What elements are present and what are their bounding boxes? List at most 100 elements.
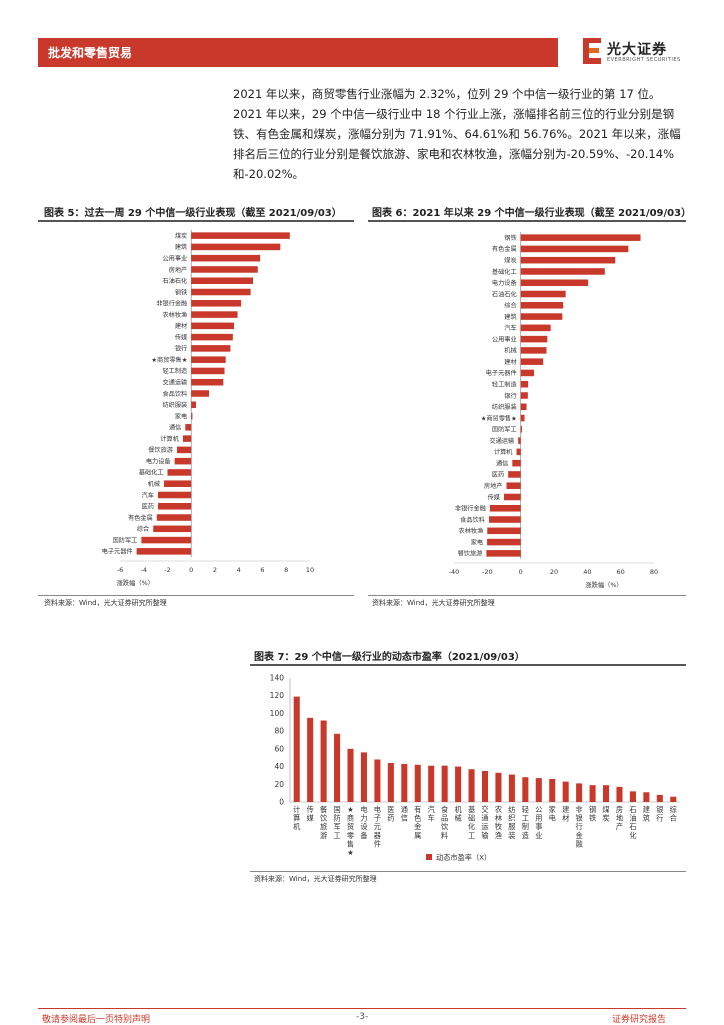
x-tick-label: 20 — [550, 568, 558, 576]
bar — [191, 232, 290, 239]
bar — [520, 380, 529, 388]
x-tick-label: 6 — [260, 566, 264, 574]
category-label: 电力设备 — [360, 805, 367, 840]
bar — [520, 290, 566, 298]
bar — [401, 763, 408, 802]
fig7-bottom-rule — [250, 871, 686, 872]
bar — [670, 796, 677, 802]
category-label: 有色金属 — [414, 805, 421, 840]
bar — [520, 369, 534, 377]
category-label: 国防军工 — [492, 426, 517, 434]
bar — [141, 536, 192, 544]
x-tick-label: -6 — [117, 566, 123, 574]
category-label: 建材 — [175, 322, 187, 330]
bar — [520, 313, 563, 320]
category-label: 传媒 — [175, 333, 188, 341]
category-label: 石油石化 — [492, 290, 517, 298]
bar — [158, 502, 192, 510]
x-tick-label: -2 — [164, 566, 170, 574]
category-label: 非银行金融 — [576, 805, 583, 848]
category-label: 计算机 — [293, 805, 301, 831]
bar — [520, 245, 629, 253]
bar — [185, 424, 192, 431]
category-label: 农林牧渔 — [459, 527, 484, 535]
x-tick-label: 60 — [617, 568, 625, 576]
bar — [191, 300, 242, 307]
category-label: 石油石化 — [629, 805, 636, 840]
category-label: 餐饮旅游 — [148, 446, 173, 454]
brand-name-cn: 光大证券 — [607, 42, 667, 58]
category-label: 公用事业 — [492, 335, 517, 343]
bar — [512, 459, 521, 467]
x-tick-label: 8 — [284, 566, 288, 574]
category-label: 交通运输 — [489, 437, 515, 445]
category-label: 通信 — [496, 459, 508, 467]
y-tick-label: 120 — [270, 691, 285, 700]
x-tick-label: 4 — [237, 566, 241, 574]
y-tick-label: 20 — [274, 780, 284, 789]
category-label: 银行 — [175, 345, 187, 353]
category-label: 农林牧渔 — [495, 805, 502, 840]
y-tick-label: 140 — [270, 674, 285, 683]
bar — [589, 785, 596, 802]
x-tick-label: 0 — [189, 566, 193, 574]
bar — [481, 771, 489, 802]
category-label: 医药 — [492, 471, 504, 479]
bar — [520, 335, 548, 343]
bar — [191, 390, 210, 397]
bar — [307, 717, 314, 802]
x-tick-label: -4 — [141, 566, 147, 574]
brand-logo: 光大证券 EVERBRIGHT SECURITIES — [583, 38, 693, 68]
category-label: 电子元器件 — [486, 369, 517, 377]
bar — [508, 471, 521, 478]
bar — [334, 733, 341, 802]
bar — [191, 311, 238, 318]
bar — [191, 254, 261, 262]
bar — [535, 778, 542, 802]
bar — [374, 759, 381, 802]
bar — [191, 322, 234, 330]
bar — [520, 392, 528, 399]
bar — [167, 469, 192, 476]
bar — [516, 448, 521, 456]
bar — [191, 333, 233, 341]
bar — [191, 378, 224, 386]
category-label: 煤炭 — [504, 256, 516, 264]
fig7-title: 图表 7：29 个中信一级行业的动态市盈率（2021/09/03） — [254, 652, 525, 663]
category-label: 国防军工 — [113, 536, 138, 544]
category-label: 房地产 — [484, 482, 503, 490]
bar — [520, 414, 525, 422]
bar — [520, 279, 589, 287]
bar — [191, 288, 251, 296]
category-label: 家电 — [175, 412, 187, 420]
fig6-top-rule — [368, 220, 686, 222]
category-label: 纺织服装 — [492, 403, 517, 411]
x-tick-label: -40 — [449, 568, 460, 576]
category-label: 医药 — [142, 503, 154, 511]
x-tick-label: 10 — [306, 566, 314, 574]
category-label: 交通运输 — [163, 379, 189, 387]
bar — [520, 403, 527, 411]
category-label: 钢铁 — [175, 288, 187, 296]
bar — [293, 696, 300, 802]
section-title: 批发和零售贸易 — [48, 46, 133, 60]
category-label: 汽车 — [504, 324, 516, 332]
bar — [163, 480, 192, 487]
category-label: 国防军工 — [333, 805, 340, 840]
bar — [136, 548, 192, 555]
bar — [489, 516, 521, 523]
x-tick-label: 80 — [650, 568, 658, 576]
x-axis-title: 涨跌幅（%） — [585, 580, 622, 589]
bar — [387, 763, 394, 802]
category-label: 餐饮旅游 — [320, 805, 328, 840]
fig7-top-rule — [250, 664, 686, 666]
category-label: 食品饮料 — [163, 390, 188, 398]
page-number: -3- — [356, 1012, 369, 1022]
fig6-chart: 钢铁有色金属煤炭基础化工电力设备石油石化综合建筑汽车公用事业机械建材电子元器件轻… — [449, 232, 658, 589]
category-label: 传媒 — [307, 805, 314, 823]
category-label: 汽车 — [428, 805, 435, 823]
category-label: 医药 — [387, 805, 394, 823]
fig6-bottom-rule — [368, 595, 686, 596]
category-label: 餐饮旅游 — [458, 550, 483, 558]
